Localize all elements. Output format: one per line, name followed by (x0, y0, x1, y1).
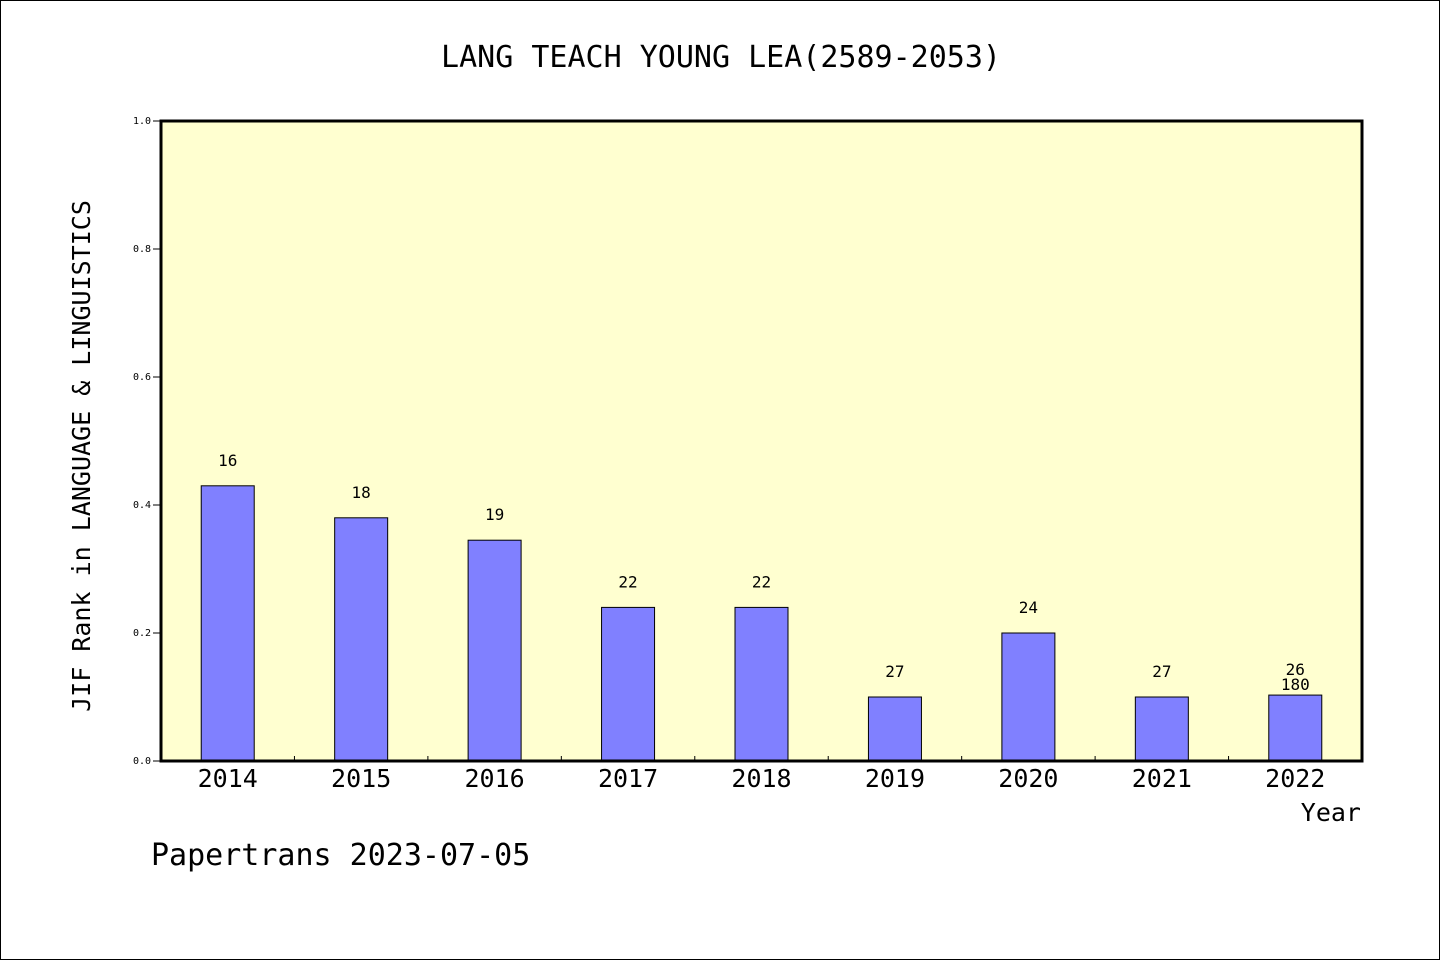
x-tick-label-2019: 2019 (865, 764, 925, 793)
bar-2016 (467, 539, 522, 762)
x-tick-label-2016: 2016 (465, 764, 525, 793)
x-axis-label: Year (1301, 798, 1361, 827)
watermark-text: Papertrans 2023-07-05 (151, 838, 530, 873)
bar-value-label-2014: 16 (218, 451, 237, 470)
bar-2017 (601, 606, 656, 762)
x-axis-tick-labels: 2014 2015 2016 2017 2018 2019 2020 2021 2022 (198, 764, 1326, 793)
x-tick-label-2018: 2018 (731, 764, 791, 793)
bar-2019 (867, 696, 922, 762)
y-tick-label: 1.0 (133, 116, 151, 127)
bar-2022 (1268, 694, 1323, 762)
bar-value-label-2022: 26 (1286, 660, 1305, 679)
bar-2018 (734, 606, 789, 762)
bar-2015 (334, 517, 389, 762)
bar-extra-label-2022: 180 (1281, 675, 1310, 694)
bar-2021 (1134, 696, 1189, 762)
x-tick-label-2022: 2022 (1265, 764, 1325, 793)
y-tick-label: 0.6 (133, 372, 151, 383)
x-tick-label-2015: 2015 (331, 764, 391, 793)
y-axis-label: JIF Rank in LANGUAGE & LINGUISTICS (67, 200, 96, 712)
plot-border (159, 119, 1364, 763)
bars (200, 485, 1323, 762)
bar-value-label-2020: 24 (1019, 598, 1038, 617)
bar-value-label-2019: 27 (885, 662, 904, 681)
y-tick-label: 0.8 (133, 244, 151, 255)
bar-value-label-2015: 18 (352, 483, 371, 502)
x-tick-label-2021: 2021 (1132, 764, 1192, 793)
x-tick-label-2017: 2017 (598, 764, 658, 793)
bar-value-label-2018: 22 (752, 572, 771, 591)
y-tick-label: 0.2 (133, 628, 151, 639)
bar-value-label-2016: 19 (485, 505, 504, 524)
bar-value-label-2017: 22 (618, 572, 637, 591)
x-tick-label-2020: 2020 (998, 764, 1058, 793)
y-tick-label: 0.4 (133, 500, 151, 511)
chart-title: LANG TEACH YOUNG LEA(2589-2053) (441, 40, 1001, 75)
y-tick-label: 0.0 (133, 756, 151, 767)
y-axis-ticks: 0.0 0.2 0.4 0.6 0.8 1.0 (133, 116, 161, 767)
x-tick-label-2014: 2014 (198, 764, 258, 793)
bar-2020 (1001, 632, 1056, 762)
bar-2014 (200, 485, 255, 762)
bar-value-label-2021: 27 (1152, 662, 1171, 681)
